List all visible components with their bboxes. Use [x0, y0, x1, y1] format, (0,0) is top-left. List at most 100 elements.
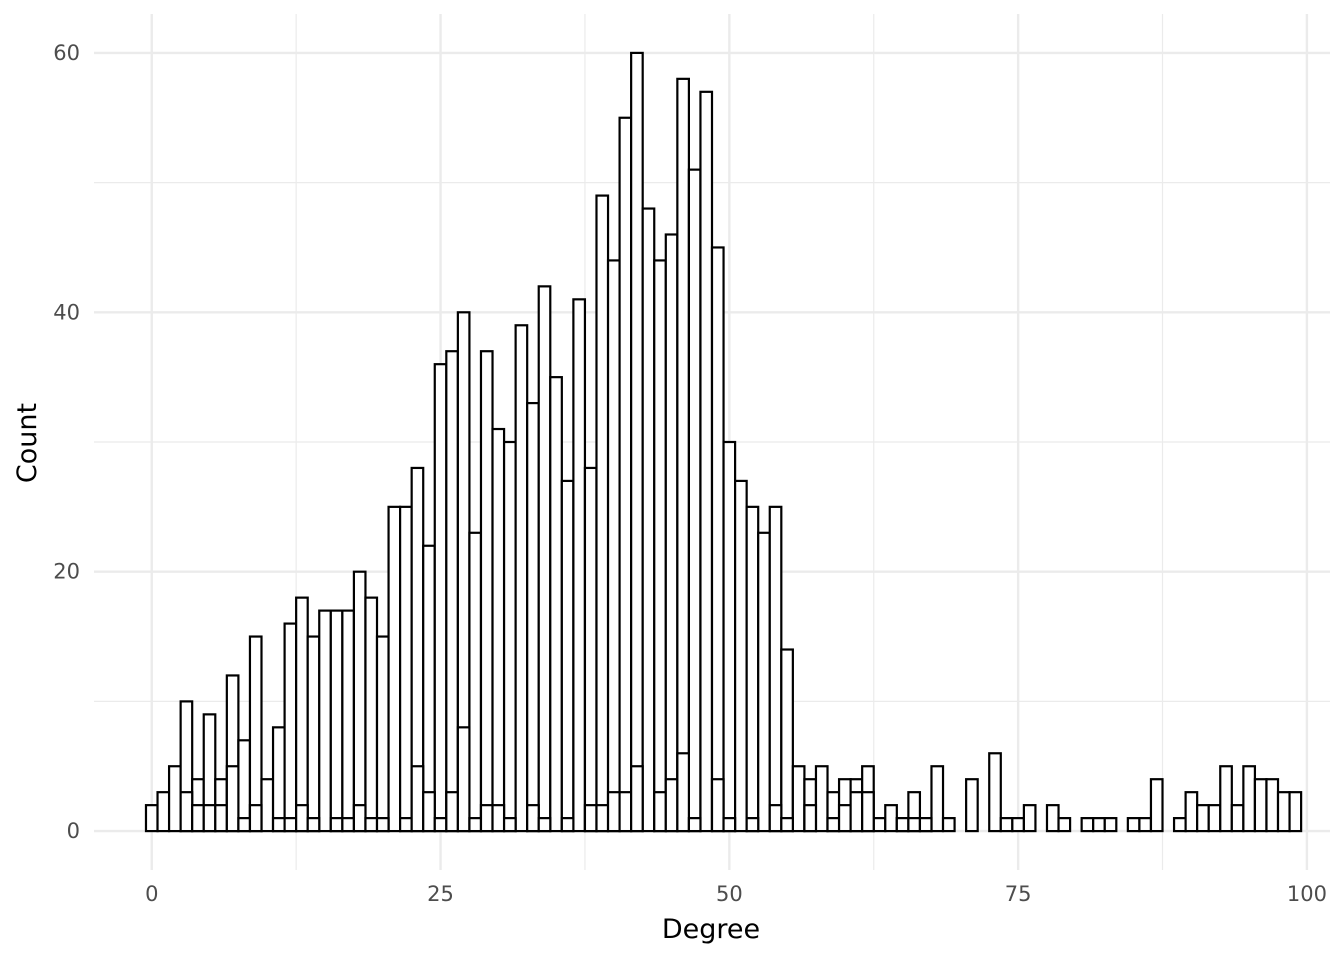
x-tick-label: 50: [716, 882, 743, 906]
histogram-bar: [526, 401, 540, 833]
y-tick-label: 60: [53, 41, 80, 65]
histogram-bar: [583, 466, 598, 833]
histogram-bar: [630, 765, 644, 833]
histogram-bar: [549, 376, 563, 833]
histogram-bar: [237, 817, 252, 833]
histogram-bar: [364, 817, 379, 833]
x-axis-ticks: 0 25 50 75 100: [145, 882, 1327, 906]
histogram-bar: [872, 817, 887, 833]
histogram-bar: [965, 778, 979, 833]
histogram-bar: [687, 817, 702, 833]
bars: [144, 51, 1303, 833]
histogram-bar: [999, 817, 1014, 833]
histogram-bar: [167, 765, 182, 833]
histogram-bar: [248, 635, 263, 833]
histogram-bar: [572, 298, 587, 833]
y-axis-title: Count: [12, 403, 43, 483]
histogram-bar: [468, 817, 483, 833]
histogram-bar: [283, 622, 298, 833]
histogram-bar: [191, 804, 205, 833]
histogram-bar: [306, 635, 321, 833]
histogram-bar: [1276, 791, 1291, 833]
histogram-bar: [456, 726, 471, 833]
histogram-bar: [491, 804, 506, 833]
histogram-bar: [1022, 804, 1037, 833]
histogram-bar: [306, 817, 321, 833]
histogram-bar: [1265, 778, 1280, 833]
histogram-bar: [502, 440, 517, 833]
histogram-bar: [341, 817, 356, 833]
x-axis-title: Degree: [662, 914, 760, 945]
histogram-bar: [884, 804, 898, 833]
histogram-bar: [745, 817, 760, 833]
histogram-bar: [722, 817, 737, 833]
histogram-bar: [526, 804, 540, 833]
histogram-bar: [1172, 817, 1187, 833]
histogram-bar: [734, 479, 748, 833]
histogram-bar: [225, 765, 240, 833]
histogram-bar: [144, 804, 159, 833]
histogram-bar: [837, 804, 852, 833]
x-tick-label: 25: [427, 882, 454, 906]
histogram-bar: [179, 791, 194, 833]
histogram-bar: [780, 817, 794, 833]
y-tick-label: 40: [53, 300, 80, 324]
histogram-bar: [814, 765, 829, 833]
histogram-bar: [676, 77, 690, 833]
histogram-bar: [399, 505, 413, 833]
histogram-bar: [560, 479, 575, 833]
histogram-bar: [248, 804, 263, 833]
histogram-bar: [271, 726, 286, 833]
histogram-bar: [757, 531, 771, 833]
histogram-bar: [410, 765, 425, 833]
histogram-bar: [514, 324, 529, 833]
x-tick-label: 75: [1005, 882, 1032, 906]
histogram-bar: [295, 804, 309, 833]
histogram-bar: [1207, 804, 1222, 833]
histogram-bar: [653, 259, 667, 833]
histogram-bar: [780, 648, 794, 833]
histogram-bar: [318, 609, 332, 833]
histogram-bar: [861, 791, 875, 833]
histogram-bar: [445, 350, 459, 833]
histogram-bar: [1045, 804, 1060, 833]
histogram-bar: [618, 791, 633, 833]
x-tick-label: 0: [145, 882, 158, 906]
histogram-bar: [1103, 817, 1118, 833]
histogram-bar: [433, 817, 448, 833]
histogram-bar: [768, 505, 783, 833]
histogram-bar: [710, 246, 725, 833]
x-tick-label: 100: [1287, 882, 1327, 906]
histogram-bar: [1011, 817, 1025, 833]
histogram-bar: [653, 791, 667, 833]
histogram-bar: [1138, 817, 1153, 833]
histogram-bar: [1057, 817, 1072, 833]
histogram-bar: [537, 817, 552, 833]
histogram-bar: [595, 804, 610, 833]
histogram-bar: [202, 804, 217, 833]
histogram-bar: [537, 285, 552, 833]
histogram-bar: [156, 791, 171, 833]
histogram-bar: [768, 804, 783, 833]
histogram-bar: [1184, 791, 1199, 833]
histogram-bar: [595, 194, 610, 833]
histogram-bar: [502, 817, 517, 833]
histogram-bar: [1092, 817, 1106, 833]
histogram-bar: [364, 596, 379, 833]
histogram-bar: [606, 259, 621, 833]
histogram-bar: [468, 531, 483, 833]
histogram-bar: [271, 817, 286, 833]
histogram-bar: [1230, 804, 1245, 833]
histogram-bar: [260, 778, 275, 833]
histogram-bar: [941, 817, 956, 833]
histogram-bar: [664, 778, 679, 833]
histogram-bar: [352, 570, 367, 833]
histogram-bar: [606, 791, 621, 833]
histogram-bar: [1219, 765, 1233, 833]
y-axis-ticks: 0 20 40 60: [53, 41, 80, 843]
histogram-bar: [1080, 817, 1095, 833]
histogram-bar: [1288, 791, 1303, 833]
histogram-bar: [849, 791, 864, 833]
histogram-bar: [676, 752, 690, 833]
